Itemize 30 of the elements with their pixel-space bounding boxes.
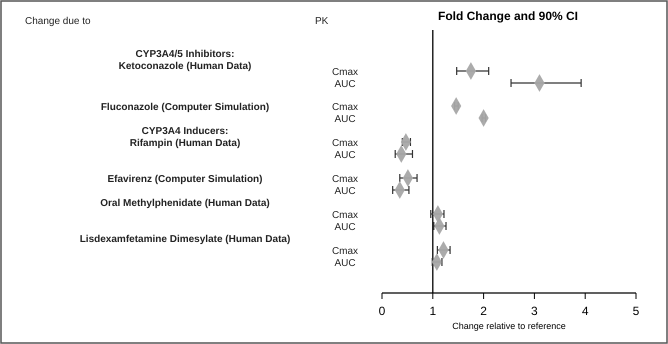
x-tick-label: 2: [480, 304, 488, 318]
x-axis-title: Change relative to reference: [452, 321, 566, 331]
y-tick-label: AUC: [334, 114, 356, 125]
y-tick-label: Cmax: [332, 138, 358, 149]
text: Oral Methylphenidate (Human Data): [100, 198, 270, 209]
x-tick-label: 0: [378, 304, 386, 318]
y-tick-label: Cmax: [332, 246, 358, 257]
y-tick-label: Cmax: [332, 174, 358, 185]
text: Lisdexamfetamine Dimesylate (Human Data): [80, 234, 290, 245]
y-tick-label: Cmax: [332, 210, 358, 221]
x-tick-label: 1: [429, 304, 436, 318]
y-tick-label: AUC: [334, 79, 356, 90]
x-tick-label: 3: [531, 304, 538, 318]
x-tick-label: 4: [582, 304, 589, 318]
text: Fluconazole (Computer Simulation): [100, 102, 270, 113]
y-tick-label: AUC: [334, 222, 356, 233]
y-tick-label: Cmax: [332, 67, 358, 78]
text: CYP3A4/5 Inhibitors:: [136, 49, 234, 60]
text: Efavirenz (Computer Simulation): [107, 174, 263, 185]
y-tick-label: AUC: [334, 258, 356, 269]
y-tick-label: AUC: [334, 186, 356, 197]
text: Ketoconazole (Human Data): [118, 61, 252, 72]
y-tick-label: AUC: [334, 150, 356, 161]
text: PK: [315, 16, 329, 27]
y-tick-label: Cmax: [332, 102, 358, 113]
text: Rifampin (Human Data): [130, 138, 240, 149]
text: Change due to: [25, 16, 92, 27]
text: CYP3A4 Inducers:: [142, 126, 228, 137]
chart-title: Fold Change and 90% CI: [438, 9, 578, 23]
x-tick-label: 5: [632, 304, 640, 318]
